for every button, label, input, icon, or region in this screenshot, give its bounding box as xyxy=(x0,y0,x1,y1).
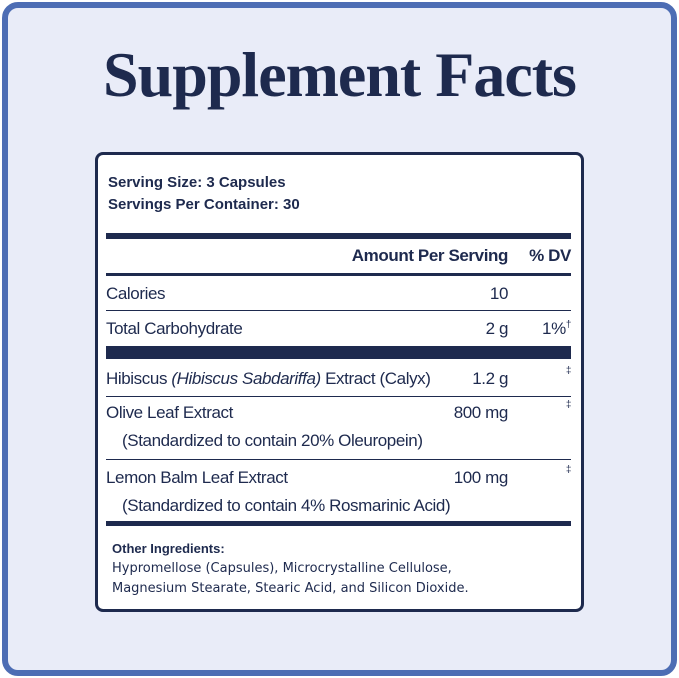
row-detail: (Standardized to contain 4% Rosmarinic A… xyxy=(122,496,451,515)
row-name: Total Carbohydrate xyxy=(106,319,243,338)
serving-size: Serving Size: 3 Capsules xyxy=(108,174,286,191)
other-ingredients-label: Other Ingredients: xyxy=(112,541,225,556)
rule xyxy=(106,396,571,397)
name-part: (Hibiscus Sabdariffa) xyxy=(171,369,321,388)
facts-panel xyxy=(95,152,584,612)
row-dv: 1%† xyxy=(542,320,571,337)
rule xyxy=(106,310,571,311)
row-amount: 2 g xyxy=(485,319,509,338)
rule xyxy=(106,273,571,276)
name-part: Hibiscus xyxy=(106,369,172,388)
row-amount: 1.2 g xyxy=(472,369,508,388)
thick-rule xyxy=(106,233,571,239)
row-amount: 10 xyxy=(489,284,509,303)
thick-rule xyxy=(106,346,571,359)
row-detail: (Standardized to contain 20% Oleuropein) xyxy=(122,431,423,450)
row-name: Calories xyxy=(106,284,166,303)
row-name: Lemon Balm Leaf Extract xyxy=(106,468,288,487)
row-amount: 800 mg xyxy=(453,403,509,422)
dv: 1% xyxy=(542,319,566,338)
rule xyxy=(106,459,571,460)
column-header: % DV xyxy=(529,246,571,265)
row-name: Hibiscus (Hibiscus Sabdariffa) Extract (… xyxy=(106,370,431,387)
row-amount: 100 mg xyxy=(453,468,509,487)
dv-note: ‡ xyxy=(565,365,572,377)
row-name: Olive Leaf Extract xyxy=(106,403,233,422)
name-part: Extract (Calyx) xyxy=(320,369,431,388)
dv-note: † xyxy=(565,319,572,331)
thick-rule xyxy=(106,521,571,526)
column-header: Amount Per Serving xyxy=(351,246,509,265)
other-ingredients-line: Hypromellose (Capsules), Microcrystallin… xyxy=(112,561,452,576)
servings-per-container: Servings Per Container: 30 xyxy=(108,196,300,213)
title: Supplement Facts xyxy=(103,39,577,110)
dv-note: ‡ xyxy=(565,399,572,411)
other-ingredients-line: Magnesium Stearate, Stearic Acid, and Si… xyxy=(112,581,469,596)
dv-note: ‡ xyxy=(565,464,572,476)
